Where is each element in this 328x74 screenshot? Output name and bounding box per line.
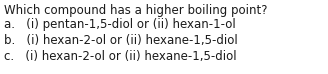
Text: c.   (i) hexan-2-ol or (ii) hexane-1,5-diol: c. (i) hexan-2-ol or (ii) hexane-1,5-dio… <box>4 50 236 63</box>
Text: Which compound has a higher boiling point?: Which compound has a higher boiling poin… <box>4 4 268 17</box>
Text: b.   (i) hexan-2-ol or (ii) hexane-1,5-diol: b. (i) hexan-2-ol or (ii) hexane-1,5-dio… <box>4 34 238 47</box>
Text: a.   (i) pentan-1,5-diol or (ii) hexan-1-ol: a. (i) pentan-1,5-diol or (ii) hexan-1-o… <box>4 18 236 31</box>
